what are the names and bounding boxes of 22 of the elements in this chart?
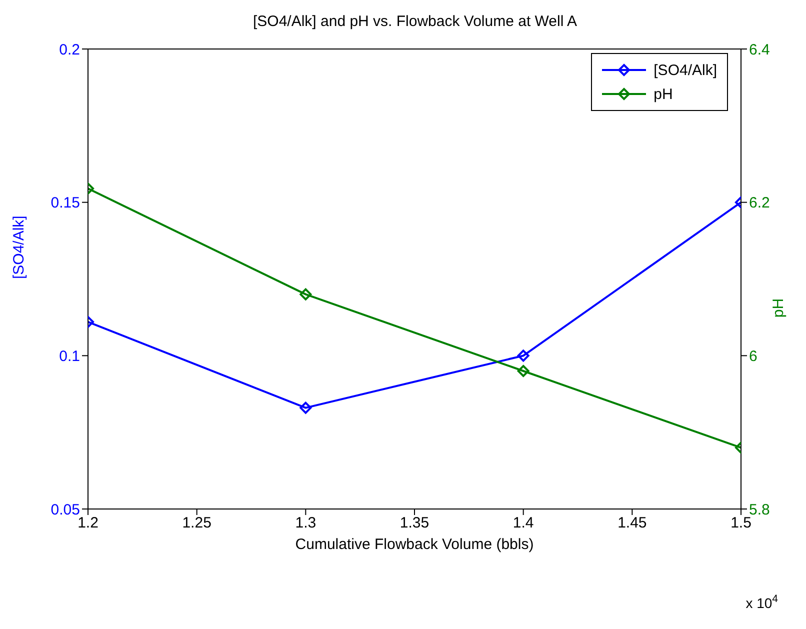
legend-label: [SO4/Alk]	[654, 62, 717, 78]
x-tick-label: 1.35	[400, 514, 430, 532]
y2-tick-label: 6	[749, 348, 758, 365]
y-tick-label: 0.05	[50, 501, 80, 518]
y2-tick-label: 6.4	[749, 41, 770, 58]
x-axis-title: Cumulative Flowback Volume (bbls)	[295, 536, 534, 553]
x-tick-label: 1.3	[295, 514, 316, 532]
y2-axis-title: pH	[770, 298, 787, 318]
y-axis-title: [SO4/Alk]	[10, 216, 28, 279]
x-tick-label: 1.25	[182, 514, 212, 532]
chart-title: [SO4/Alk] and pH vs. Flowback Volume at Well A	[252, 13, 578, 30]
text: x 10$^{4}$	[746, 593, 778, 611]
x-tick-label: 1.5	[730, 514, 752, 532]
y2-tick-label: 5.8	[749, 501, 770, 518]
x-tick-label: 1.2	[78, 514, 98, 532]
y2-tick-label: 6.2	[749, 194, 770, 212]
x-tick-label: 1.4	[512, 514, 534, 532]
y-tick-label: 0.2	[59, 41, 80, 58]
legend-label: pH	[654, 86, 673, 102]
x-tick-label: 1.45	[618, 514, 647, 532]
y-tick-label: 0.1	[59, 348, 80, 365]
y-tick-label: 0.15	[50, 194, 80, 212]
